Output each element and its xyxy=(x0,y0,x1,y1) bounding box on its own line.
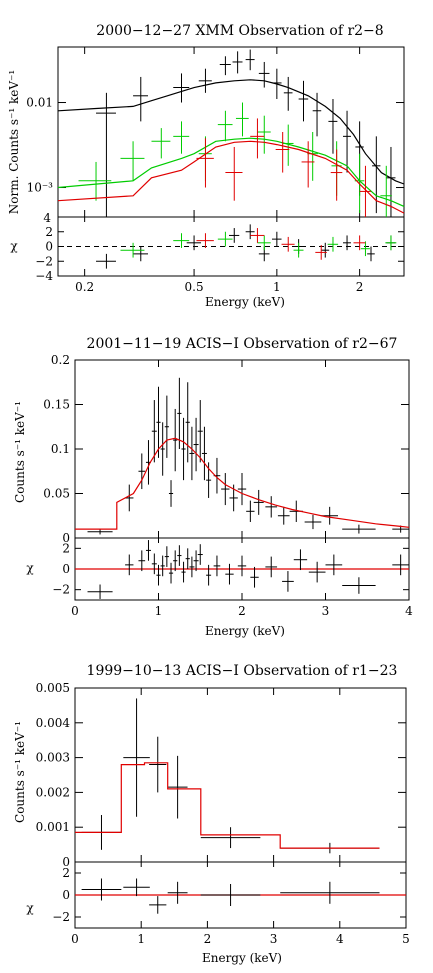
y-tick-label: 0.2 xyxy=(51,353,70,367)
y-tick-label: 0.002 xyxy=(36,785,70,799)
x-tick-label: 0 xyxy=(71,604,79,618)
y-tick-label: 0 xyxy=(62,531,70,545)
x-tick-label: 1 xyxy=(137,932,145,946)
panel-title: 1999−10−13 ACIS−I Observation of r1−23 xyxy=(87,663,398,679)
x-tick-label: 4 xyxy=(336,932,344,946)
y-axis-label: Counts s⁻¹ keV⁻¹ xyxy=(13,721,27,823)
x-axis-label: Energy (keV) xyxy=(205,624,285,638)
x-tick-label: 3 xyxy=(322,604,330,618)
panel-xmm-r2-8: 2000−12−27 XMM Observation of r2−8 Norm.… xyxy=(7,23,405,309)
x-tick-label: 5 xyxy=(402,932,410,946)
residual-tick-label: 0 xyxy=(45,240,53,254)
model-line-black xyxy=(57,79,405,185)
model-line xyxy=(75,762,380,849)
x-tick-label: 4 xyxy=(405,604,413,618)
y-tick-label: 0.003 xyxy=(36,751,70,765)
panel-acis-r1-23: 1999−10−13 ACIS−I Observation of r1−23 C… xyxy=(13,663,410,965)
model-line xyxy=(75,437,410,530)
x-tick-label: 2 xyxy=(204,932,212,946)
x-tick-label: 0 xyxy=(71,932,79,946)
residual-tick-label: −2 xyxy=(52,910,70,924)
x-tick-label: 3 xyxy=(270,932,278,946)
panel-acis-r2-67: 2001−11−19 ACIS−I Observation of r2−67 C… xyxy=(13,336,413,638)
panel-title: 2001−11−19 ACIS−I Observation of r2−67 xyxy=(87,336,398,352)
y-axis-label: Counts s⁻¹ keV⁻¹ xyxy=(13,401,27,503)
y-tick-label: 0.15 xyxy=(43,398,70,412)
x-tick-label: 2 xyxy=(238,604,246,618)
residual-tick-label: 2 xyxy=(45,225,53,239)
y-tick-label: 0.004 xyxy=(36,716,71,730)
y-tick-label: 0 xyxy=(62,855,70,869)
x-axis-label: Energy (keV) xyxy=(205,295,285,309)
model-line-red xyxy=(57,140,405,214)
residual-tick-label: −2 xyxy=(35,254,53,268)
x-tick-label: 0.5 xyxy=(185,280,204,294)
residual-tick-label: 0 xyxy=(62,562,70,576)
y-tick-label: 0.1 xyxy=(51,442,70,456)
main-plot-frame xyxy=(74,687,407,863)
y-tick-label: 0.05 xyxy=(43,487,70,501)
residual-tick-label: −4 xyxy=(35,269,53,283)
residual-tick-label: 0 xyxy=(62,888,70,902)
y-axis-label: Norm. Counts s⁻¹ keV⁻¹ xyxy=(7,70,21,214)
y-tick-label: 0.005 xyxy=(36,681,70,695)
x-tick-label: 2 xyxy=(356,280,364,294)
residual-tick-label: 2 xyxy=(62,541,70,555)
y-tick-label: 0.001 xyxy=(36,820,70,834)
y-tick-label: 0.01 xyxy=(26,96,53,110)
x-tick-label: 1 xyxy=(273,280,281,294)
y-tick-label-extra: 4 xyxy=(43,211,51,225)
residual-axis-label: χ xyxy=(10,239,18,253)
x-axis-label: Energy (keV) xyxy=(202,951,282,965)
x-tick-label: 0.2 xyxy=(75,280,94,294)
residual-axis-label: χ xyxy=(26,561,34,575)
main-plot-frame xyxy=(74,359,410,539)
residual-axis-label: χ xyxy=(26,901,34,915)
x-tick-label: 1 xyxy=(155,604,163,618)
y-tick-label: 10⁻³ xyxy=(27,181,54,195)
residual-tick-label: −2 xyxy=(52,583,70,597)
residual-tick-label: 2 xyxy=(62,866,70,880)
panel-title: 2000−12−27 XMM Observation of r2−8 xyxy=(96,23,383,39)
